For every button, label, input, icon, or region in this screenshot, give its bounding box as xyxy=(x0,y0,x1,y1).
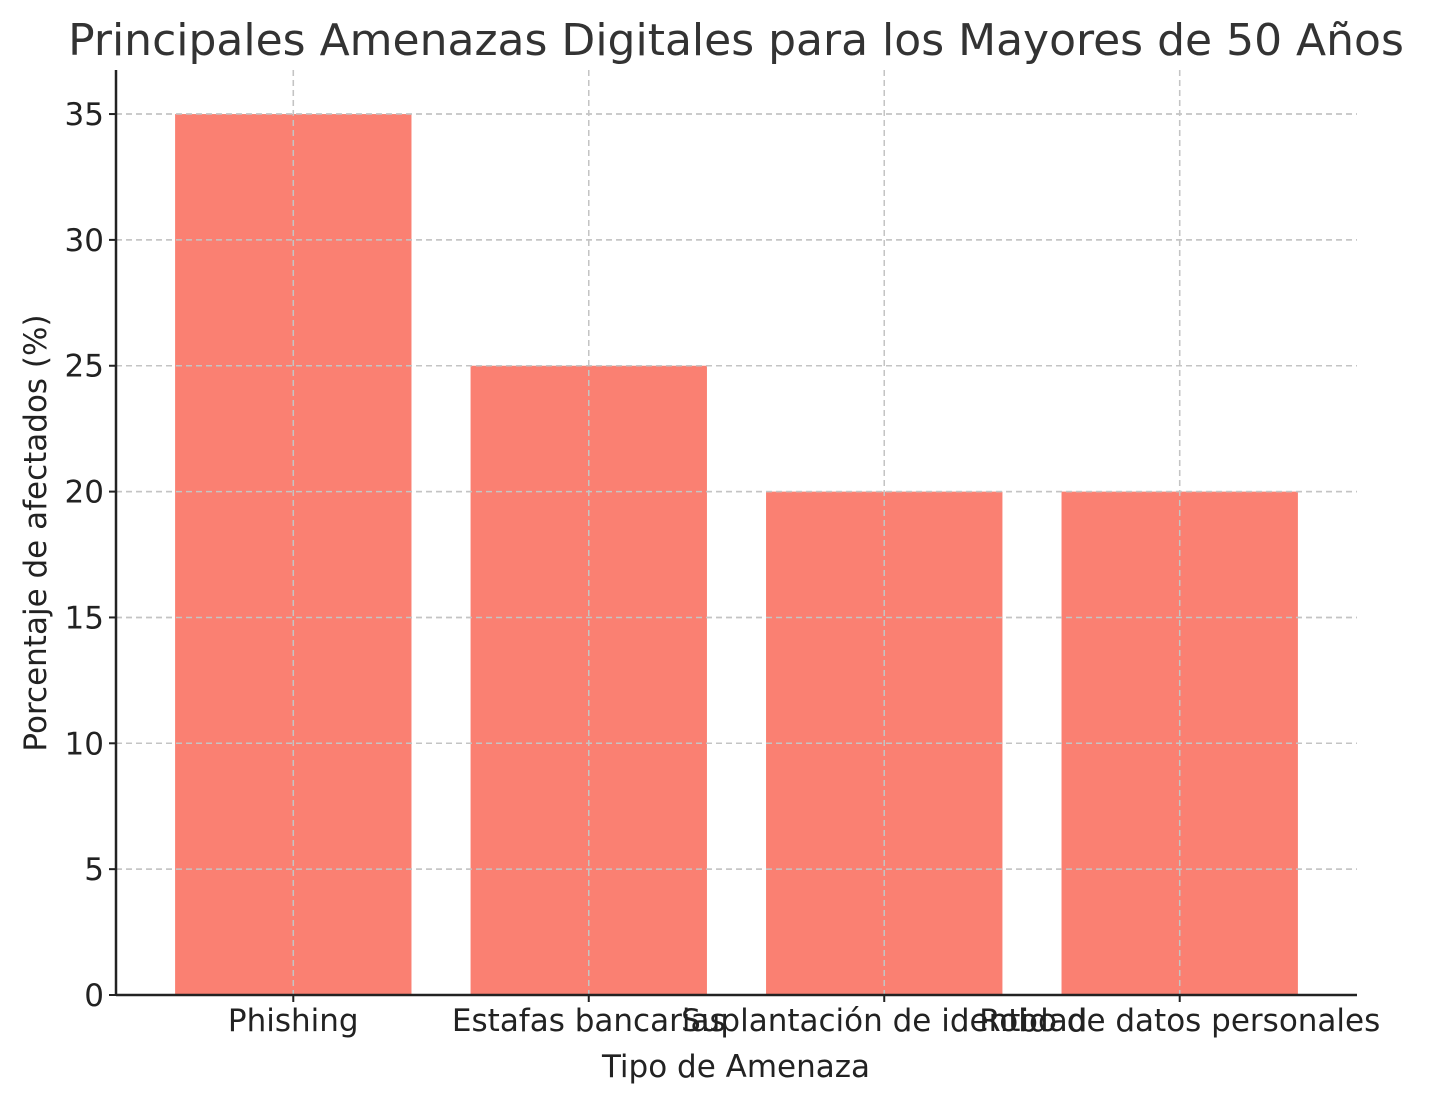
y-tick-label: 30 xyxy=(65,223,104,259)
bars xyxy=(116,70,1357,996)
y-tick-label: 0 xyxy=(84,978,104,1014)
y-tick-label: 35 xyxy=(65,97,104,133)
y-tick-label: 5 xyxy=(84,852,104,888)
x-tick-label: Robo de datos personales xyxy=(979,1003,1380,1039)
y-tick-label: 25 xyxy=(65,349,104,385)
y-tick-label: 10 xyxy=(65,726,104,762)
x-tick-label: Phishing xyxy=(228,1003,359,1039)
y-tick-label: 20 xyxy=(65,475,104,511)
chart-title: Principales Amenazas Digitales para los … xyxy=(68,15,1404,66)
y-tick-label: 15 xyxy=(65,600,104,636)
x-tick-label: Suplantación de identidad xyxy=(681,1003,1087,1039)
y-ticks: 0 5 10 15 20 25 30 35 xyxy=(65,97,116,1014)
x-axis-label: Tipo de Amenaza xyxy=(601,1049,870,1085)
x-tick-label: Estafas bancarias xyxy=(452,1003,726,1039)
y-axis-label: Porcentaje de afectados (%) xyxy=(18,314,54,751)
axes xyxy=(114,70,1357,997)
